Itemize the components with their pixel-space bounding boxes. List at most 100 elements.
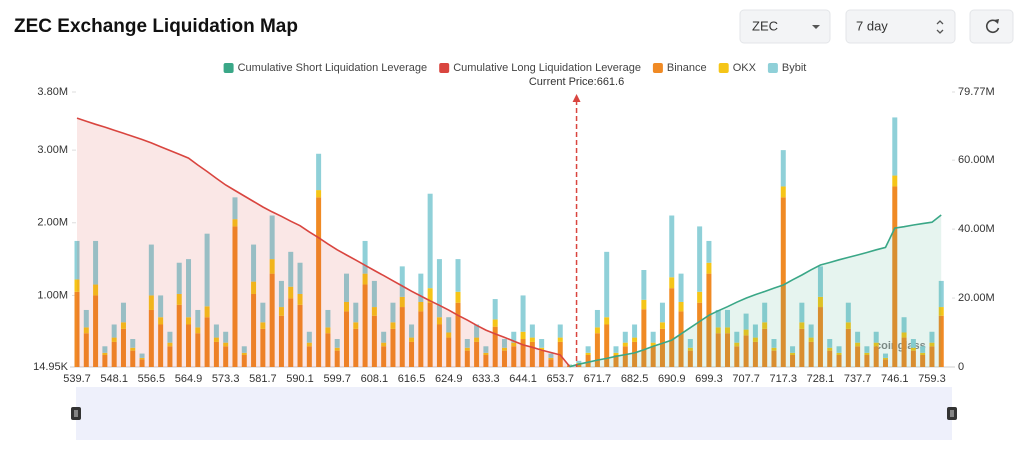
bar-segment (604, 317, 610, 325)
slider-handle[interactable] (71, 407, 81, 420)
bar-segment (511, 342, 517, 347)
bar-segment (343, 273, 349, 302)
bar-segment (669, 288, 675, 367)
bar-segment (567, 364, 573, 366)
bar-segment (864, 352, 870, 356)
bar-segment (278, 315, 284, 367)
bar-segment (650, 331, 656, 343)
bar-segment (678, 273, 684, 302)
select-box[interactable] (845, 9, 956, 44)
bar-segment (501, 350, 507, 367)
select-text[interactable]: 7 day (856, 18, 888, 33)
bar-segment (520, 295, 526, 332)
bar-segment (297, 304, 303, 367)
bar-segment (232, 219, 238, 227)
bar-segment (799, 328, 805, 367)
legend-item: Cumulative Long Liquidation Leverage (439, 62, 641, 74)
bar-segment (427, 288, 433, 303)
legend-item: Bybit (767, 62, 806, 74)
period-select[interactable]: 7 day (845, 9, 956, 44)
bar-segment (762, 322, 768, 329)
bar-segment (102, 346, 108, 353)
bar-segment (195, 309, 201, 328)
bar-segment (213, 337, 219, 342)
bar-segment (817, 296, 823, 308)
bar-segment (288, 251, 294, 287)
bar-segment (557, 324, 563, 338)
bar-segment (604, 324, 610, 367)
annotation: Current Price:661.6 (529, 76, 624, 88)
bar-segment (297, 293, 303, 305)
bar-segment (511, 331, 517, 343)
bar-segment (427, 302, 433, 367)
button-box[interactable] (969, 9, 1014, 44)
bar-segment (845, 302, 851, 323)
slider-handle[interactable] (947, 407, 957, 420)
select-text[interactable]: ZEC (752, 18, 778, 33)
bar-segment (306, 346, 312, 367)
bar-segment (817, 266, 823, 297)
bar-segment (585, 346, 591, 353)
bar-segment (399, 266, 405, 297)
bar-segment (483, 346, 489, 353)
line (569, 214, 942, 368)
bar-segment (539, 347, 545, 351)
bar-segment (260, 302, 266, 323)
bar-segment (204, 317, 210, 367)
legend-label: Binance (667, 62, 707, 74)
bar-segment (725, 327, 731, 334)
bar-segment (186, 324, 192, 367)
bar-segment (725, 333, 731, 367)
bar-segment (659, 322, 665, 329)
bar-segment (167, 331, 173, 343)
bar-segment (641, 299, 647, 310)
bar-segment (148, 244, 154, 296)
bar-segment (74, 240, 80, 280)
bar-segment (158, 317, 164, 325)
line-area (569, 215, 942, 367)
bar-segment (241, 352, 247, 356)
legend-label: Cumulative Short Liquidation Leverage (238, 62, 428, 74)
bar-segment (474, 341, 480, 367)
bar-segment (111, 341, 117, 367)
bar-segment (706, 240, 712, 263)
x-tick-label: 590.1 (286, 373, 314, 385)
select-box[interactable] (739, 9, 831, 44)
bar-segment (790, 352, 796, 356)
bar-segment (83, 327, 89, 334)
bar-segment (306, 342, 312, 347)
bar-segment (455, 259, 461, 292)
bar-segment (529, 324, 535, 338)
zoom-slider[interactable] (71, 387, 957, 440)
bar-segment (436, 324, 442, 367)
bar-segment (817, 307, 823, 367)
bar-segment (780, 197, 786, 367)
bar-segment (446, 332, 452, 338)
bar-segment (771, 350, 777, 367)
bar-segment (548, 353, 554, 358)
bar-segment (715, 309, 721, 328)
bar-segment (725, 309, 731, 328)
x-tick-label: 759.3 (918, 373, 946, 385)
bar-segment (278, 307, 284, 316)
line-area (77, 118, 570, 367)
bar-segment (148, 295, 154, 310)
x-tick-label: 717.3 (770, 373, 798, 385)
bar-segment (669, 277, 675, 289)
bar-segment (548, 359, 554, 367)
bar-segment (873, 342, 879, 347)
bar-segment (808, 337, 814, 342)
refresh-button[interactable] (969, 9, 1014, 44)
symbol-select[interactable]: ZEC (739, 9, 831, 44)
bar-segment (520, 339, 526, 367)
bar-segment (306, 331, 312, 343)
x-tick-label: 707.7 (732, 373, 760, 385)
bar-segment (371, 315, 377, 367)
bar-segment (632, 341, 638, 367)
bar-segment (762, 302, 768, 323)
bar-segment (251, 293, 257, 367)
bar-segment (74, 291, 80, 367)
bar-segment (808, 324, 814, 338)
x-tick-label: 539.7 (63, 373, 91, 385)
legend-item: OKX (718, 62, 757, 74)
